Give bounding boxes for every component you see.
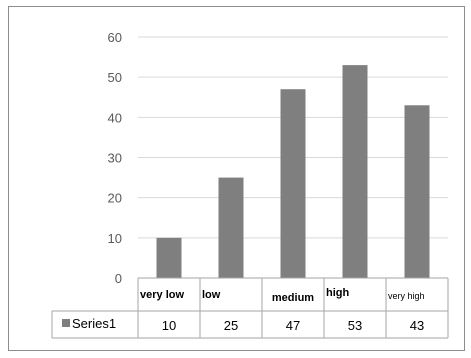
y-tick-label: 30 (108, 151, 122, 166)
category-label: very high (388, 291, 425, 301)
category-label: low (202, 289, 221, 301)
category-label: high (326, 287, 349, 299)
y-tick-label: 40 (108, 110, 122, 125)
data-value: 47 (286, 318, 300, 333)
bar (342, 65, 368, 278)
y-tick-label: 0 (115, 271, 122, 286)
data-value: 25 (224, 318, 238, 333)
data-value: 10 (162, 318, 176, 333)
series-name: Series1 (72, 316, 116, 331)
category-label: very low (140, 289, 184, 301)
bar (218, 177, 244, 278)
bar (404, 105, 430, 279)
bar (156, 237, 182, 278)
y-tick-label: 20 (108, 191, 122, 206)
data-value: 43 (410, 318, 424, 333)
y-axis-ticks: 0 10 20 30 40 50 60 (108, 30, 122, 286)
legend-key (62, 319, 70, 327)
data-value: 53 (348, 318, 362, 333)
category-label: medium (272, 292, 314, 304)
bars (156, 65, 430, 279)
y-tick-label: 10 (108, 231, 122, 246)
y-tick-label: 50 (108, 70, 122, 85)
y-tick-label: 60 (108, 30, 122, 45)
data-table: very low low medium high very high Series1 10 2… (51, 277, 449, 339)
bar (280, 89, 306, 278)
